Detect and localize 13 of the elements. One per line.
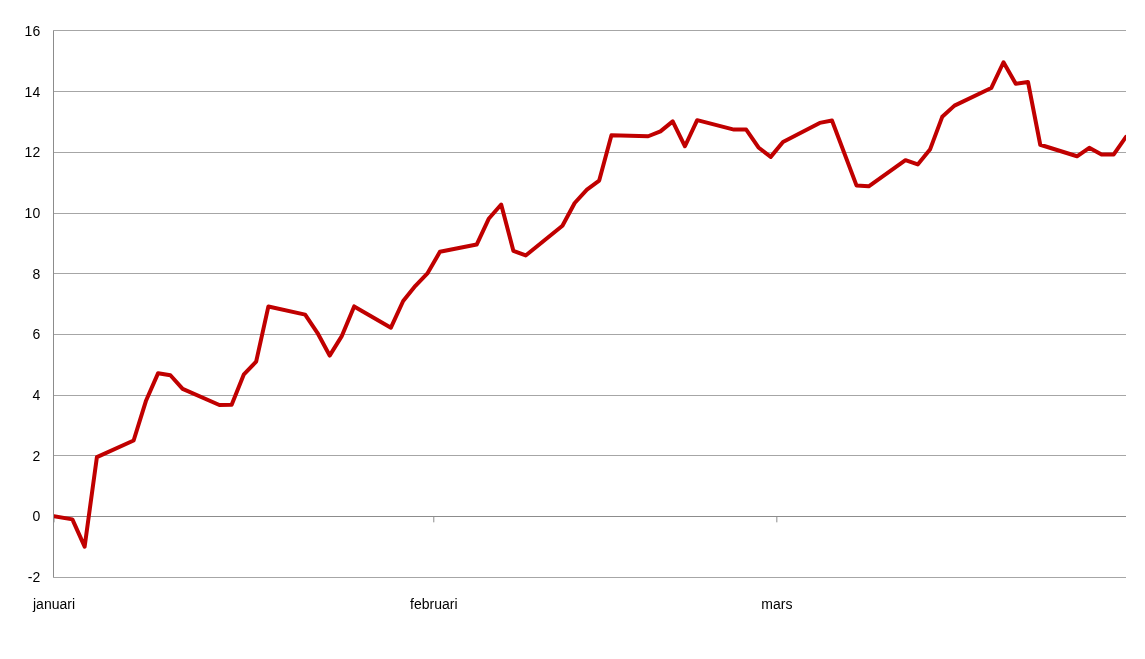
x-tick-label: februari [410, 595, 458, 612]
y-tick-label: 16 [24, 22, 41, 39]
y-tick-label: 2 [32, 447, 41, 464]
x-tick-label: mars [761, 595, 793, 612]
y-tick-label: 10 [24, 204, 41, 221]
y-tick-label: -2 [27, 568, 41, 585]
y-tick-label: 12 [24, 144, 41, 161]
y-tick-label: 14 [24, 83, 41, 100]
y-tick-label: 4 [32, 386, 41, 403]
y-tick-label: 0 [32, 508, 41, 525]
x-tick-label: januari [31, 595, 76, 612]
y-tick-label: 8 [32, 265, 41, 282]
y-tick-label: 6 [32, 326, 41, 343]
